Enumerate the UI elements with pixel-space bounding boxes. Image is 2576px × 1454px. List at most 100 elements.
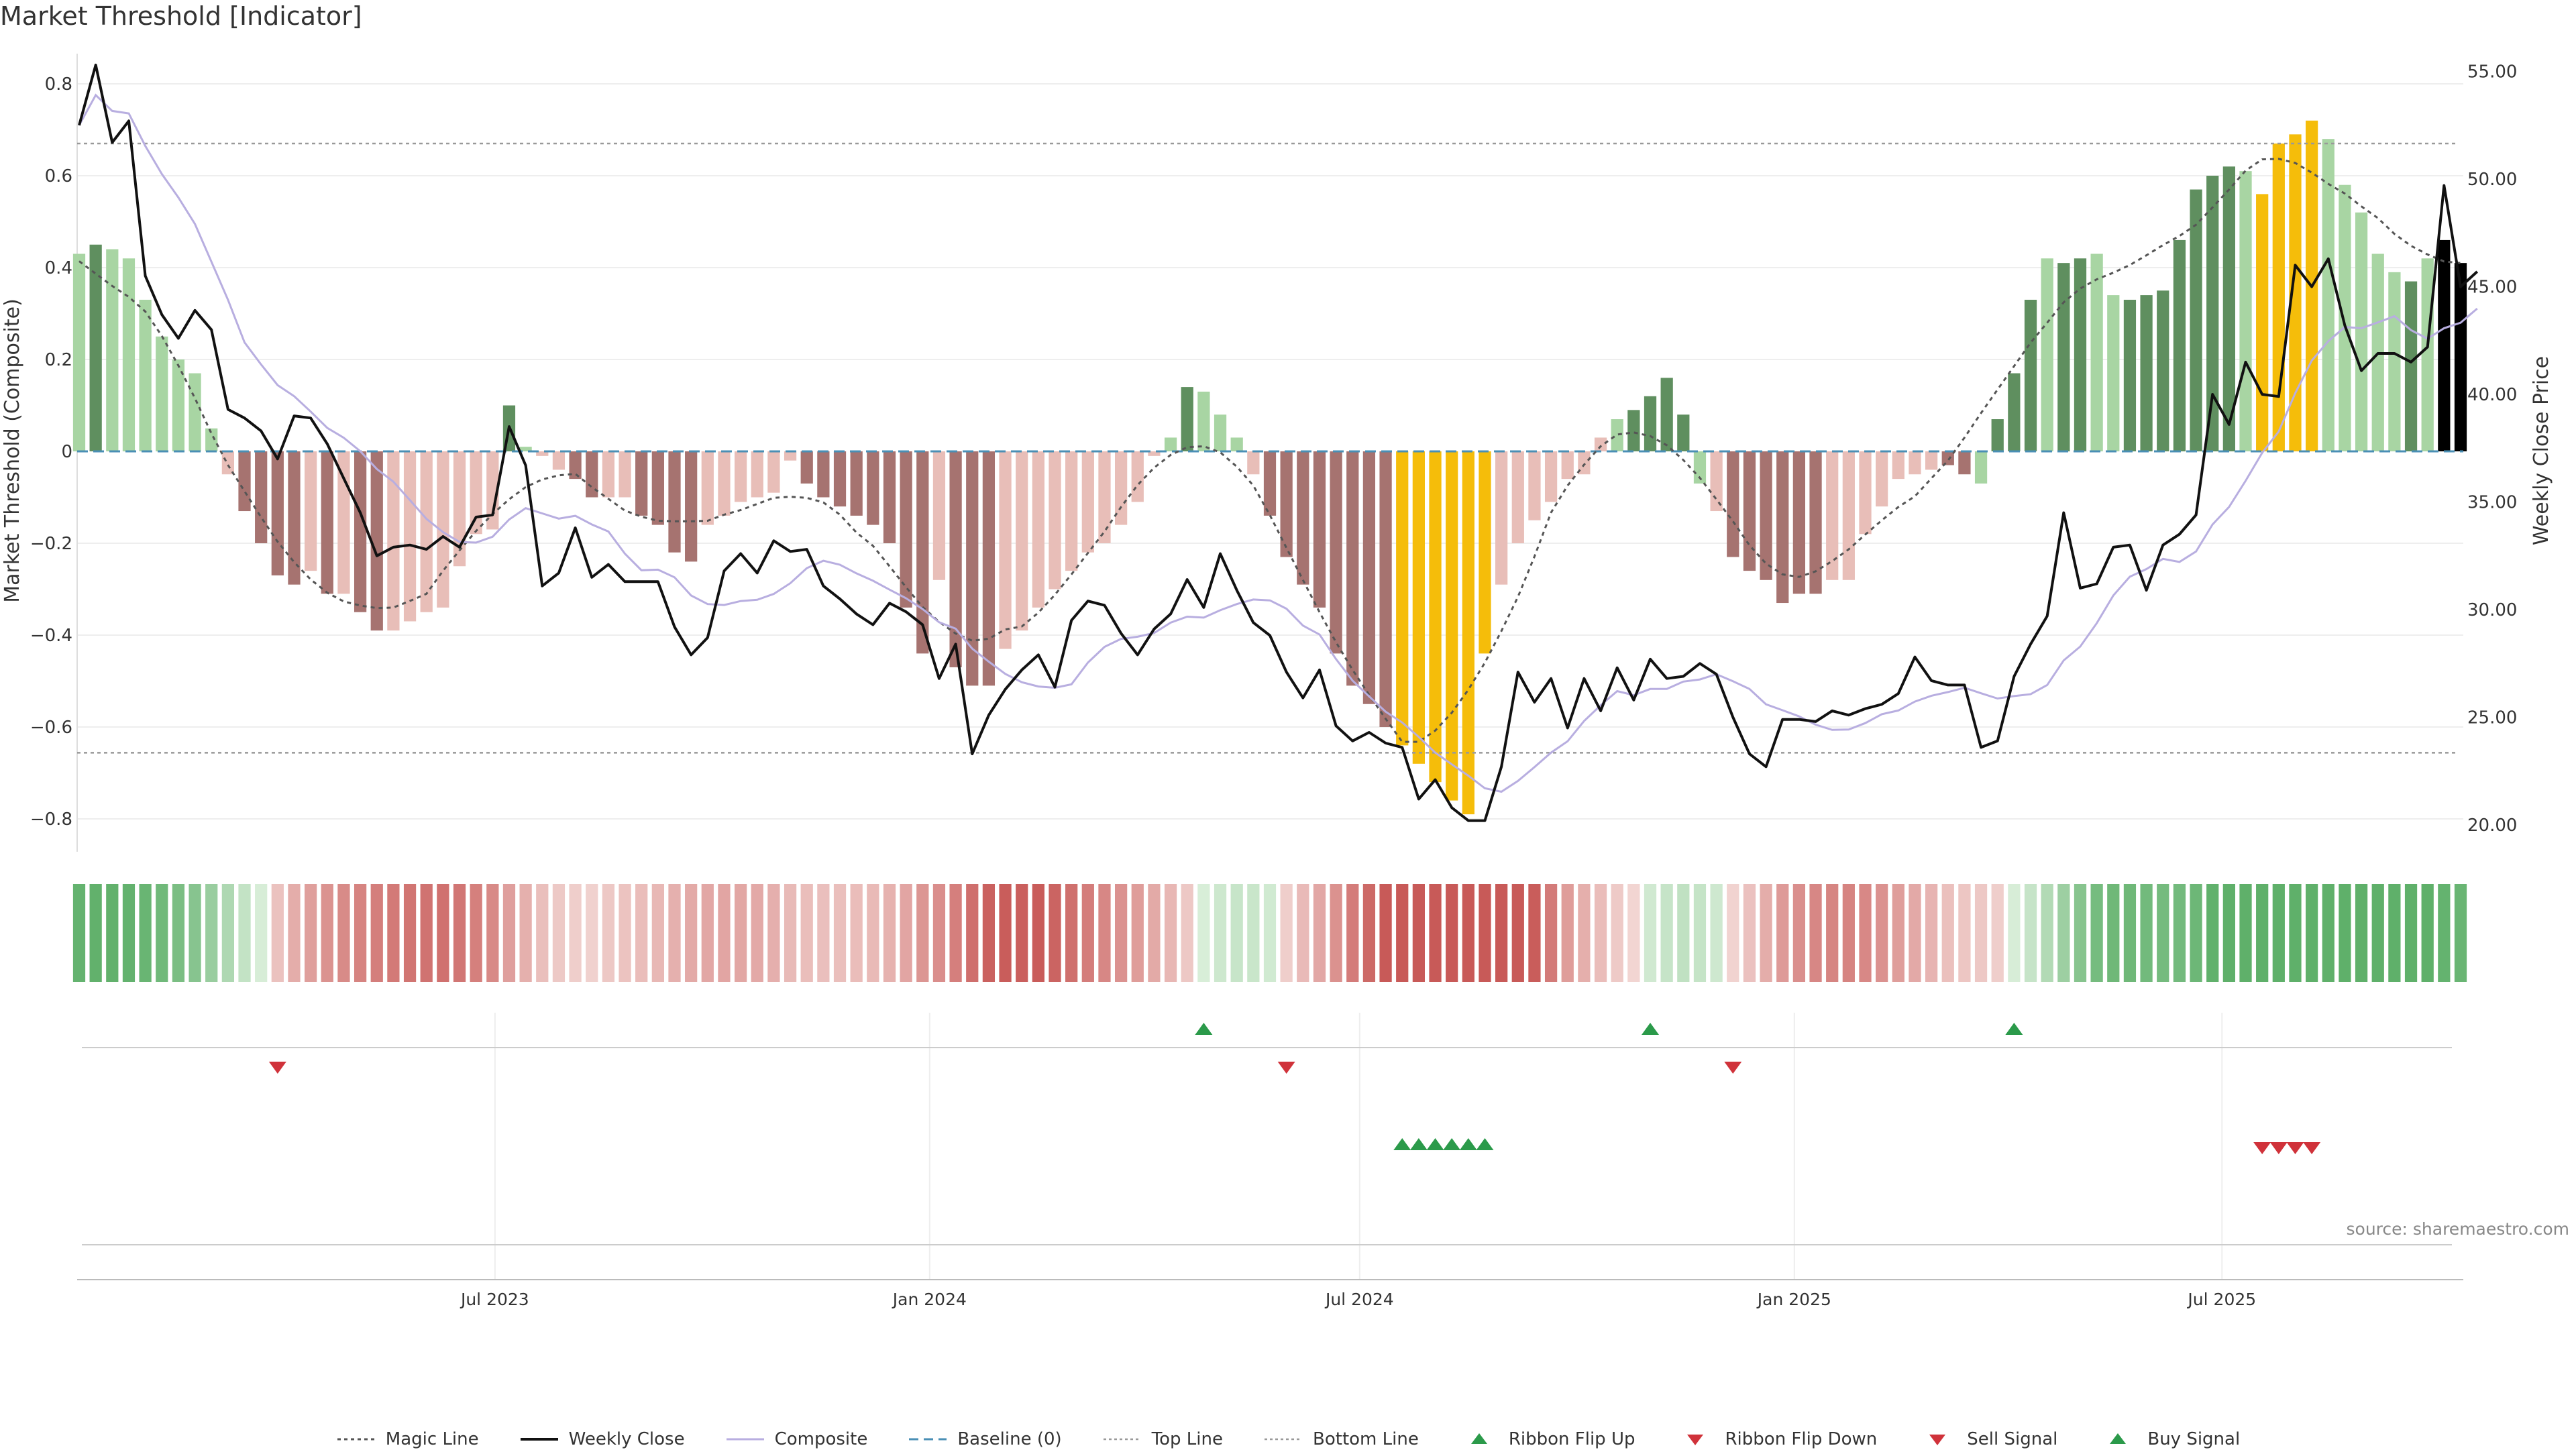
y2-axis-label: Weekly Close Price <box>2530 356 2553 545</box>
ribbon-cell <box>982 884 996 982</box>
ribbon-flip-down-marker <box>268 1062 286 1074</box>
ribbon-cell <box>1594 884 1607 982</box>
composite-bar <box>1148 451 1161 456</box>
ribbon-cell <box>2024 884 2037 982</box>
composite-bar <box>2388 272 2401 451</box>
y-tick-label: −0.6 <box>30 718 72 738</box>
composite-bar <box>106 249 119 451</box>
ribbon-cell <box>2256 884 2269 982</box>
legend-label: Bottom Line <box>1313 1429 1419 1449</box>
legend-line-icon <box>725 1429 765 1449</box>
composite-bar <box>1594 437 1607 451</box>
ribbon-cell <box>1330 884 1342 982</box>
legend-item: Buy Signal <box>2098 1429 2240 1449</box>
composite-bar <box>2404 281 2418 451</box>
ribbon-cell <box>106 884 119 982</box>
buy-signal-marker <box>1459 1138 1477 1150</box>
ribbon-cell <box>1379 884 1392 982</box>
y-axis-label: Market Threshold (Composite) <box>1 298 24 603</box>
x-tick-label: Jan 2025 <box>1756 1290 1831 1309</box>
composite-bar <box>2222 166 2235 452</box>
y2-tick-label: 35.00 <box>2467 493 2517 513</box>
composite-bar <box>2140 295 2153 451</box>
composite-bar <box>767 451 780 493</box>
composite-bar <box>2090 254 2103 451</box>
composite-bar <box>1462 451 1474 815</box>
ribbon-cell <box>900 884 912 982</box>
ribbon-cell <box>1362 884 1376 982</box>
composite-bar <box>999 451 1012 649</box>
composite-bar <box>1842 451 1855 580</box>
composite-bar <box>354 451 367 612</box>
ribbon-flip-down-marker <box>1277 1062 1295 1074</box>
ribbon-cell <box>2454 884 2467 982</box>
composite-bar <box>89 244 102 451</box>
y2-tick-label: 45.00 <box>2467 278 2517 298</box>
ribbon-cell <box>2041 884 2053 982</box>
composite-line <box>78 93 2478 793</box>
composite-bar <box>701 451 714 525</box>
ribbon-cell <box>321 884 333 982</box>
composite-bar <box>883 451 896 543</box>
legend-label: Magic Line <box>385 1429 479 1449</box>
composite-bar <box>1909 451 1921 475</box>
ribbon-cell <box>2173 884 2186 982</box>
ribbon-cell <box>1859 884 1872 982</box>
triangle-up-icon <box>1459 1429 1499 1449</box>
buy-signal-marker <box>1426 1138 1444 1150</box>
ribbon-cell <box>1826 884 1839 982</box>
sell-signal-marker <box>2269 1142 2288 1154</box>
legend-line-icon <box>908 1429 948 1449</box>
buy-signal-marker <box>1409 1138 1428 1150</box>
y-tick-label: 0 <box>61 442 72 462</box>
ribbon-flip-up-marker <box>2005 1023 2023 1035</box>
ribbon-cell <box>2222 884 2235 982</box>
ribbon-cell <box>1644 884 1657 982</box>
ribbon-cell <box>2057 884 2070 982</box>
legend-label: Ribbon Flip Down <box>1725 1429 1878 1449</box>
ribbon-cell <box>2404 884 2418 982</box>
ribbon-cell <box>1627 884 1640 982</box>
ribbon-cell <box>1131 884 1144 982</box>
composite-bar <box>2322 139 2334 451</box>
y-tick-label: 0.4 <box>45 258 72 278</box>
composite-bar <box>2074 258 2087 451</box>
composite-bar <box>2454 263 2467 451</box>
x-tick-label: Jul 2025 <box>2186 1290 2256 1309</box>
ribbon-cell <box>2074 884 2087 982</box>
composite-bar <box>288 451 301 585</box>
ribbon-cell <box>1065 884 1078 982</box>
composite-bar <box>900 451 912 608</box>
composite-bar <box>1247 451 1260 475</box>
triangle-up-icon <box>2098 1429 2138 1449</box>
ribbon-cell <box>2206 884 2219 982</box>
ribbon-cell <box>867 884 879 982</box>
composite-bar <box>1098 451 1111 543</box>
composite-bar <box>800 451 813 484</box>
composite-bar <box>2024 299 2037 451</box>
ribbon-cell <box>1544 884 1558 982</box>
legend-label: Baseline (0) <box>957 1429 1062 1449</box>
composite-bar <box>1479 451 1491 654</box>
composite-bar <box>2173 239 2186 451</box>
y2-tick-label: 50.00 <box>2467 170 2517 190</box>
ribbon-cell <box>1776 884 1789 982</box>
composite-bar <box>1412 451 1425 764</box>
composite-bar <box>1627 410 1640 451</box>
composite-bar <box>1115 451 1128 525</box>
ribbon-cell <box>619 884 631 982</box>
composite-bar <box>1660 378 1673 451</box>
composite-bar <box>1379 451 1392 727</box>
x-tick-label: Jul 2023 <box>460 1290 529 1309</box>
composite-bar <box>1016 451 1028 631</box>
ribbon-cell <box>1925 884 1938 982</box>
ribbon-cell <box>1991 884 2004 982</box>
composite-bar <box>1693 451 1707 484</box>
ribbon-cell <box>354 884 367 982</box>
composite-bar <box>784 451 797 461</box>
legend-line-icon <box>336 1429 376 1449</box>
ribbon-cell <box>767 884 780 982</box>
ribbon-cell <box>2306 884 2318 982</box>
ribbon-cell <box>437 884 449 982</box>
composite-bar <box>635 451 648 516</box>
